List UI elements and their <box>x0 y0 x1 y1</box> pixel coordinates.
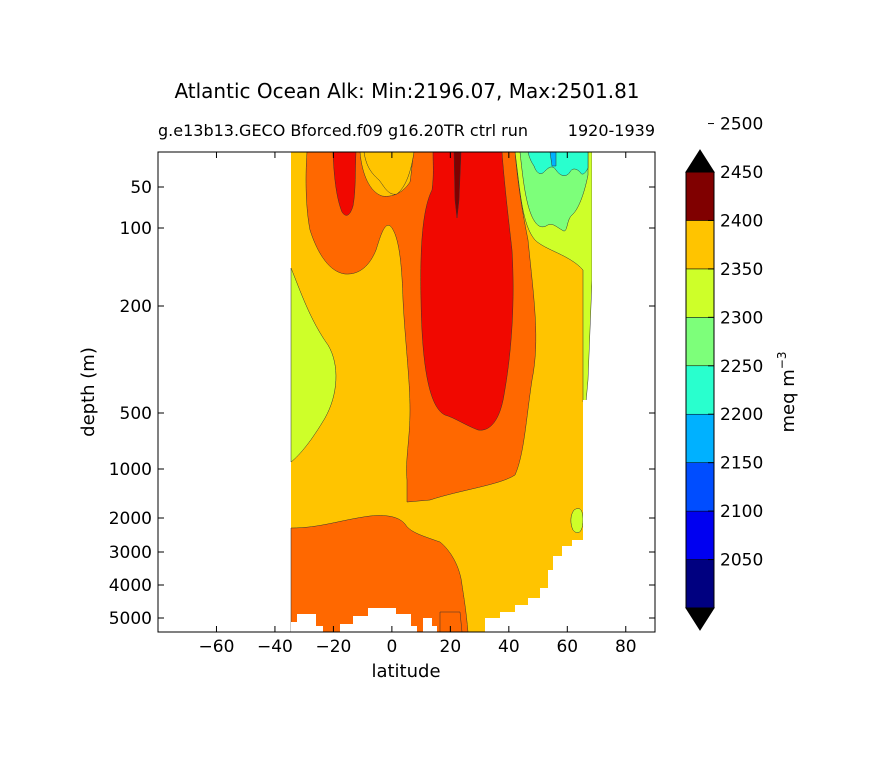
contour-band-2300-2350-south <box>290 267 337 463</box>
colorbar-tick-label: 2250 <box>720 357 763 377</box>
x-axis: −60 −40 −20 0 20 40 60 80 <box>199 152 637 657</box>
colorbar-tick-label: 2400 <box>720 211 763 231</box>
colorbar-tick-label: 2300 <box>720 308 763 328</box>
colorbar-frame <box>685 171 715 609</box>
x-tick-label: −40 <box>257 637 293 657</box>
contour-band-2150-2200 <box>549 152 557 167</box>
y-tick-label: 3000 <box>109 543 152 563</box>
contour-band-2300-2350-deep <box>570 508 584 533</box>
y-tick-label: 50 <box>130 178 152 198</box>
colorbar-band <box>685 317 715 367</box>
colorbar-tick-label: 2100 <box>720 502 763 522</box>
colorbar-band <box>685 559 715 609</box>
colorbar-band <box>685 220 715 270</box>
x-tick-label: −60 <box>199 637 235 657</box>
plot-frame <box>157 151 656 633</box>
contour-band-2400-2450-bottom <box>439 611 463 632</box>
y-tick-label: 4000 <box>109 576 152 596</box>
contour-band-2350-2400-notch <box>363 152 415 195</box>
colorbar-band <box>685 462 715 512</box>
x-axis-label: latitude <box>371 661 440 682</box>
contour-band-2200-2250 <box>527 152 589 176</box>
x-tick-label: 40 <box>498 637 520 657</box>
colorbar-tick-label: 2150 <box>720 454 763 474</box>
contour-band-2450-2500-south <box>332 152 357 216</box>
colorbar-extend-max <box>685 149 715 173</box>
y-tick-label: 500 <box>120 404 152 424</box>
colorbar-tick-label: 2350 <box>720 260 763 280</box>
x-tick-label: −20 <box>315 637 351 657</box>
y-tick-label: 100 <box>120 219 152 239</box>
contour-band-2400-2450-deep <box>290 515 469 632</box>
colorbar-tick-label: 2200 <box>720 405 763 425</box>
colorbar-tick-label: 2500 <box>720 115 763 135</box>
colorbar-label: meq m−3 <box>775 352 799 433</box>
colorbar-band <box>685 365 715 415</box>
land-mask-north-top <box>592 152 655 402</box>
land-mask-north <box>583 400 655 632</box>
contour-band-2450-2500-main <box>420 152 514 431</box>
chart-title: Atlantic Ocean Alk: Min:2196.07, Max:250… <box>174 79 639 103</box>
bathymetry-mask <box>291 540 583 632</box>
y-tick-label: 200 <box>120 297 152 317</box>
chart-subtitle-left: g.e13b13.GECO Bforced.f09 g16.20TR ctrl … <box>158 121 528 140</box>
plot-area <box>290 152 655 632</box>
colorbar-tick-label: 2050 <box>720 551 763 571</box>
y-tick-label: 1000 <box>109 460 152 480</box>
colorbar-band <box>685 171 715 221</box>
x-tick-label: 80 <box>615 637 637 657</box>
colorbar: 2050 2100 2150 2200 2250 2300 2350 2400 2450 2500 <box>685 115 763 631</box>
y-tick-label: 5000 <box>109 609 152 629</box>
x-tick-label: 20 <box>440 637 462 657</box>
x-tick-label: 0 <box>386 637 397 657</box>
y-axis: 50 100 200 500 1000 2000 3000 4000 5000 <box>109 178 655 629</box>
colorbar-tick-label: 2450 <box>720 163 763 183</box>
colorbar-band <box>685 268 715 318</box>
y-axis-label: depth (m) <box>78 347 99 437</box>
colorbar-band <box>685 413 715 463</box>
colorbar-label-text: meq m <box>778 369 799 432</box>
y-tick-label: 2000 <box>109 509 152 529</box>
colorbar-label-superscript: −3 <box>775 352 789 370</box>
x-tick-label: 60 <box>556 637 578 657</box>
contour-band-above-2500 <box>453 152 462 219</box>
colorbar-extend-min <box>685 607 715 631</box>
chart-subtitle-right: 1920-1939 <box>568 121 655 140</box>
colorbar-band <box>685 510 715 560</box>
